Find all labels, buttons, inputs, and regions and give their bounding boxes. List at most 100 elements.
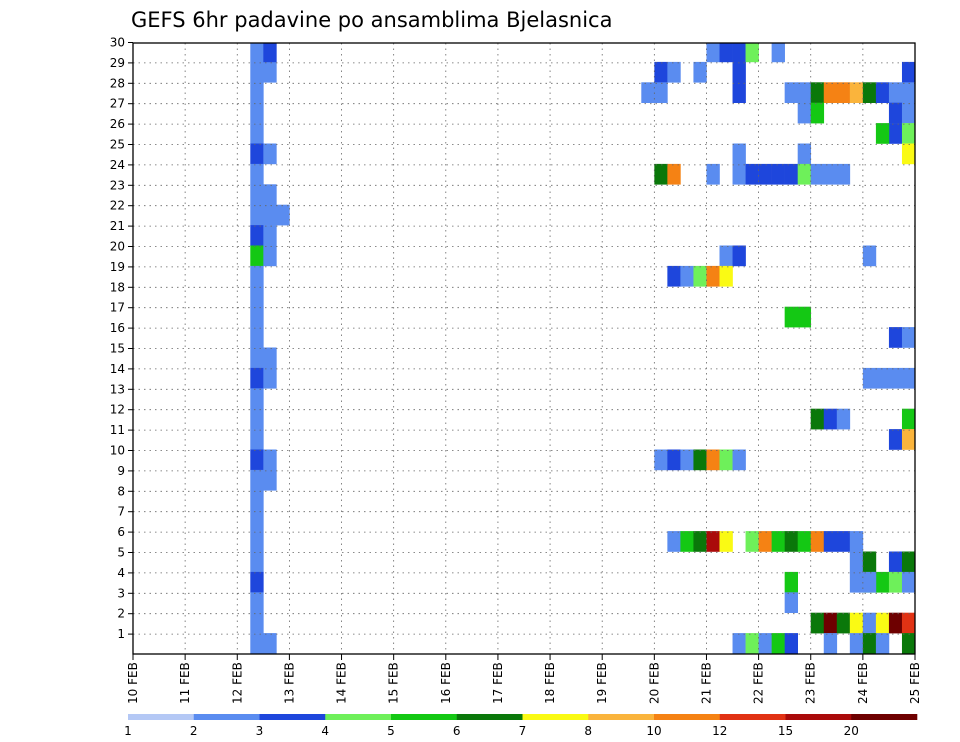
- colorbar-label: 15: [778, 724, 793, 738]
- colorbar-label: 5: [387, 724, 395, 738]
- heatmap-cell: [250, 61, 264, 83]
- y-tick-label: 19: [110, 260, 125, 274]
- heatmap-cell: [250, 327, 264, 348]
- colorbar-label: 2: [190, 724, 198, 738]
- heatmap-cell: [758, 163, 772, 185]
- heatmap-cell: [706, 265, 720, 287]
- heatmap-cell: [810, 612, 825, 634]
- heatmap-cell: [732, 633, 746, 654]
- y-tick-label: 6: [117, 525, 125, 539]
- y-tick-label: 9: [117, 464, 125, 478]
- heatmap-cell: [901, 429, 916, 450]
- colorbar-swatch: [325, 714, 392, 720]
- x-tick-label: 17 FEB: [491, 662, 505, 704]
- heatmap-cell: [250, 265, 264, 287]
- heatmap-cell: [263, 245, 277, 267]
- colorbar-label: 8: [584, 724, 592, 738]
- heatmap-cell: [901, 327, 916, 348]
- heatmap-cell: [836, 163, 851, 185]
- y-tick-label: 24: [110, 158, 125, 172]
- colorbar-label: 7: [519, 724, 527, 738]
- heatmap-cell: [263, 347, 277, 369]
- heatmap-cell: [706, 531, 720, 552]
- heatmap-cell: [862, 551, 877, 573]
- chart-title: GEFS 6hr padavine po ansamblima Bjelasni…: [131, 8, 612, 32]
- heatmap-cell: [784, 306, 798, 328]
- heatmap-cell: [654, 163, 668, 185]
- heatmap-cell: [888, 327, 903, 348]
- heatmap-cell: [836, 531, 851, 552]
- heatmap-cell: [810, 163, 825, 185]
- x-tick-label: 12 FEB: [230, 662, 244, 704]
- heatmap-cell: [836, 612, 851, 634]
- y-tick-label: 23: [110, 178, 125, 192]
- heatmap-cell: [849, 571, 864, 593]
- colorbar: 1 2 3 4 5 6 7 8 10 12 15 20: [124, 714, 918, 738]
- y-tick-label: 11: [110, 423, 125, 437]
- colorbar-swatch: [128, 714, 195, 720]
- heatmap-cell: [250, 82, 264, 103]
- heatmap-cell: [862, 571, 877, 593]
- heatmap-cell: [719, 531, 733, 552]
- heatmap-cell: [888, 612, 903, 634]
- heatmap-cell: [862, 82, 877, 103]
- heatmap-cell: [901, 82, 916, 103]
- heatmap-cell: [901, 633, 916, 654]
- heatmap-cell: [654, 449, 668, 471]
- y-tick-label: 25: [110, 138, 125, 152]
- heatmap-cell: [263, 469, 277, 491]
- heatmap-cell: [250, 367, 264, 389]
- heatmap-cell: [771, 43, 785, 63]
- heatmap-cell: [276, 204, 290, 226]
- heatmap-cell: [875, 367, 890, 389]
- y-tick-label: 14: [110, 362, 125, 376]
- x-tick-label: 23 FEB: [804, 662, 818, 704]
- heatmap-cell: [823, 163, 838, 185]
- heatmap-cell: [810, 408, 825, 430]
- heatmap-cell: [250, 449, 264, 471]
- heatmap-cell: [250, 429, 264, 450]
- heatmap-cell: [693, 449, 707, 471]
- heatmap-cell: [849, 633, 864, 654]
- heatmap-cell: [758, 531, 772, 552]
- heatmap-cell: [250, 286, 264, 307]
- heatmap-cell: [862, 245, 877, 267]
- heatmap-cell: [667, 163, 681, 185]
- y-tick-label: 28: [110, 76, 125, 90]
- x-tick-label: 10 FEB: [126, 662, 140, 704]
- y-tick-label: 7: [117, 505, 125, 519]
- heatmap-cell: [784, 163, 798, 185]
- heatmap-cell: [810, 531, 825, 552]
- heatmap-cell: [875, 82, 890, 103]
- heatmap-cell: [888, 102, 903, 124]
- heatmap-cell: [745, 163, 759, 185]
- heatmap-cell: [797, 306, 812, 328]
- heatmap-cell: [250, 490, 264, 511]
- heatmap-cell: [901, 143, 916, 165]
- heatmap-cell: [888, 123, 903, 144]
- y-tick-label: 21: [110, 219, 125, 233]
- heatmap-cell: [732, 245, 746, 267]
- heatmap-cell: [823, 531, 838, 552]
- x-tick-label: 24 FEB: [856, 662, 870, 704]
- heatmap-cell: [250, 143, 264, 165]
- x-tick-label: 13 FEB: [282, 662, 296, 704]
- heatmap-cell: [797, 163, 812, 185]
- colorbar-label: 12: [712, 724, 727, 738]
- heatmap-cell: [680, 531, 694, 552]
- heatmap-cell: [250, 43, 264, 63]
- heatmap-cell: [263, 43, 277, 63]
- heatmap-cell: [250, 408, 264, 430]
- heatmap-cell: [250, 510, 264, 532]
- heatmap-cell: [823, 633, 838, 654]
- y-tick-label: 1: [117, 627, 125, 641]
- heatmap-cell: [771, 633, 785, 654]
- heatmap-cell: [888, 82, 903, 103]
- heatmap-cell: [250, 184, 264, 205]
- heatmap-cell: [797, 531, 812, 552]
- y-tick-label: 27: [110, 97, 125, 111]
- heatmap-cell: [862, 367, 877, 389]
- heatmap-cell: [263, 633, 277, 654]
- heatmap-cell: [250, 388, 264, 409]
- y-tick-label: 30: [110, 36, 125, 50]
